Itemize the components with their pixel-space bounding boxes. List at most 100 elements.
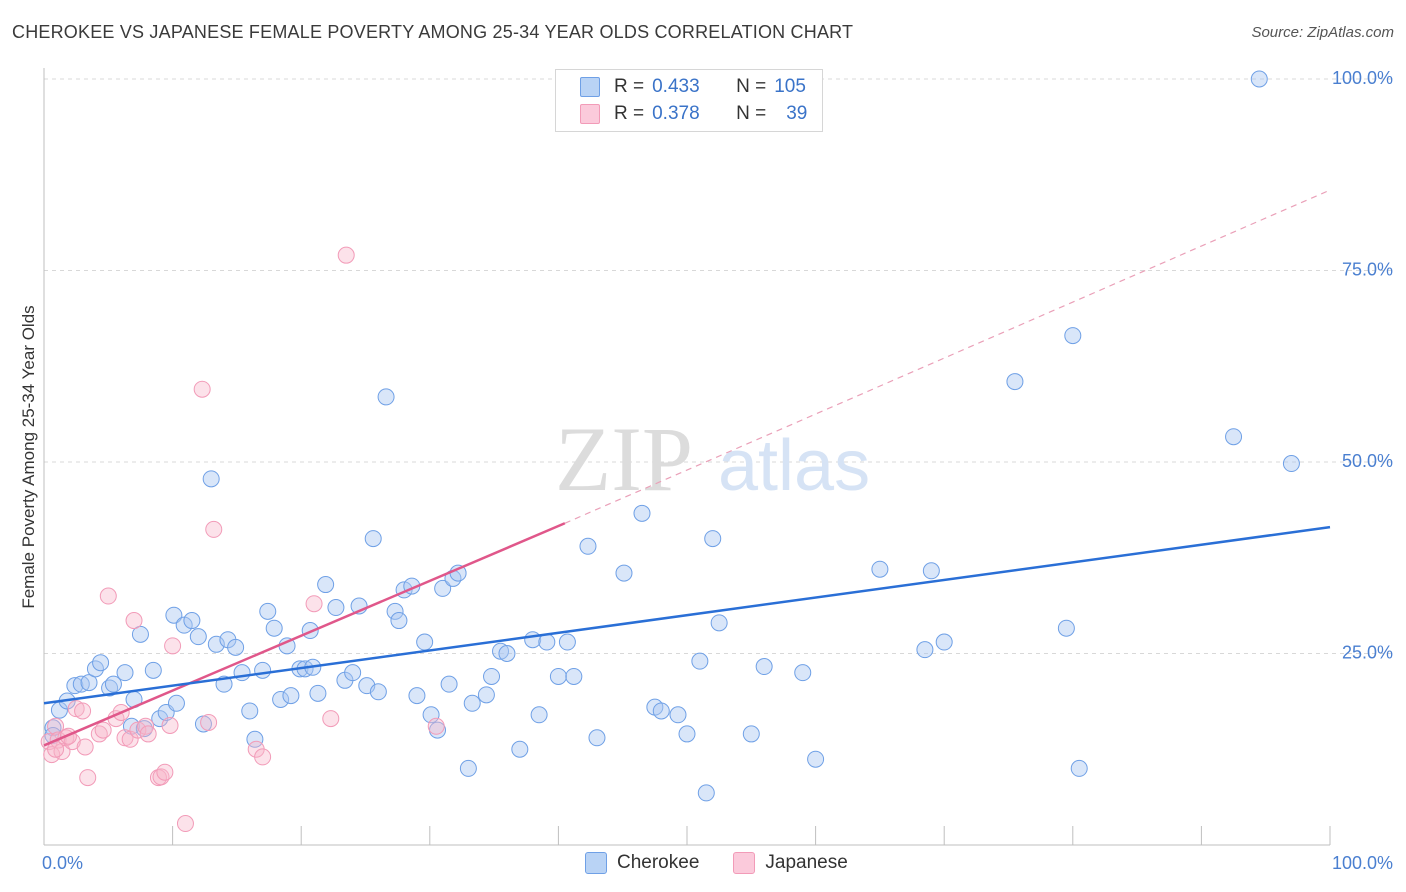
bottom-legend-label-japanese: Japanese — [765, 852, 848, 873]
cherokee-point — [227, 638, 245, 656]
japanese-point — [205, 520, 223, 538]
legend-r-value: 0.433 — [652, 76, 700, 97]
cherokee-point — [1064, 327, 1082, 345]
japanese-trend-line — [43, 522, 566, 747]
cherokee-point — [241, 702, 259, 720]
cherokee-point — [794, 664, 812, 682]
japanese-point — [129, 721, 147, 739]
cherokee-point — [167, 694, 185, 712]
cherokee-point — [1282, 455, 1300, 473]
cherokee-point — [652, 702, 670, 720]
bottom-legend-swatch-japanese — [733, 852, 756, 874]
japanese-point — [156, 763, 174, 781]
legend-swatch-japanese — [580, 104, 600, 124]
cherokee-point — [1070, 759, 1088, 777]
cherokee-point — [691, 652, 709, 670]
japanese-point — [193, 380, 211, 398]
japanese-point — [176, 815, 194, 833]
cherokee-point — [144, 661, 162, 679]
trend-lines — [43, 189, 1331, 747]
cherokee-point — [309, 684, 327, 702]
cherokee-point — [558, 633, 576, 651]
legend: R = 0.433 N = 105 R = 0.378 N = 39 — [555, 69, 823, 132]
cherokee-point — [463, 694, 481, 712]
y-tick-label: 25.0% — [1342, 643, 1393, 663]
japanese-point — [305, 595, 323, 613]
cherokee-point — [434, 579, 452, 597]
legend-row-japanese: R = 0.378 N = 39 — [556, 101, 807, 127]
cherokee-point — [697, 784, 715, 802]
cherokee-point — [390, 612, 408, 630]
cherokee-point — [265, 619, 283, 637]
bottom-legend-label-cherokee: Cherokee — [617, 852, 700, 873]
japanese-point — [94, 721, 112, 739]
x-tick-label: 100.0% — [1332, 853, 1393, 873]
cherokee-point — [282, 687, 300, 705]
japanese-point — [74, 702, 92, 720]
cherokee-point — [327, 599, 345, 617]
legend-n-label: N = — [736, 76, 767, 97]
japanese-point — [337, 246, 355, 264]
y-tick-label: 100.0% — [1332, 68, 1393, 88]
legend-n-value: 39 — [786, 103, 808, 124]
cherokee-point — [151, 710, 169, 728]
cherokee-point — [549, 667, 567, 685]
legend-n-label: N = — [736, 103, 767, 124]
cherokee-point — [116, 664, 134, 682]
watermark-zip: ZIP — [555, 408, 693, 510]
cherokee-point — [477, 686, 495, 704]
cherokee-point — [710, 614, 728, 632]
cherokee-point — [92, 654, 110, 672]
cherokee-point — [317, 576, 335, 594]
cherokee-point — [1057, 619, 1075, 637]
japanese-point — [99, 587, 117, 605]
cherokee-point — [408, 687, 426, 705]
cherokee-point — [165, 606, 183, 624]
cherokee-point — [440, 675, 458, 693]
cherokee-point — [369, 683, 387, 701]
cherokee-point — [871, 560, 889, 578]
watermark: ZIP atlas — [555, 408, 870, 510]
y-tick-label: 50.0% — [1342, 451, 1393, 471]
bottom-legend-swatch-cherokee — [585, 852, 607, 874]
japanese-point — [322, 710, 340, 728]
cherokee-point — [492, 642, 510, 660]
cherokee-trend-line — [43, 525, 1331, 705]
cherokee-point — [678, 725, 696, 743]
cherokee-point — [377, 388, 395, 406]
cherokee-point — [579, 537, 597, 555]
cherokee-point — [916, 641, 934, 659]
cherokee-point — [524, 631, 542, 649]
cherokee-point — [104, 675, 122, 693]
cherokee-point — [259, 602, 277, 620]
cherokee-point — [530, 706, 548, 724]
cherokee-point — [272, 690, 290, 708]
legend-r-label: R = — [614, 103, 645, 124]
chart-source: Source: ZipAtlas.com — [1251, 24, 1394, 41]
cherokee-point — [254, 661, 272, 679]
cherokee-point — [511, 740, 529, 758]
watermark-atlas: atlas — [718, 426, 870, 506]
cherokee-point — [233, 664, 251, 682]
japanese-point — [200, 713, 218, 731]
cherokee-point — [633, 504, 651, 522]
legend-swatch-cherokee — [580, 77, 600, 97]
bottom-legend: Cherokee Japanese — [585, 852, 882, 874]
cherokee-point — [183, 612, 201, 630]
cherokee-point — [416, 633, 434, 651]
series-japanese-points — [40, 246, 445, 833]
cherokee-point — [344, 664, 362, 682]
grid — [44, 78, 1392, 654]
cherokee-point — [189, 628, 207, 646]
japanese-point — [427, 717, 445, 735]
japanese-trend-extension — [564, 189, 1331, 524]
y-axis-label: Female Poverty Among 25-34 Year Olds — [19, 305, 38, 608]
japanese-point — [47, 717, 65, 735]
cherokee-point — [565, 667, 583, 685]
cherokee-point — [935, 633, 953, 651]
cherokee-point — [202, 470, 220, 488]
x-tick-label: 0.0% — [42, 853, 83, 873]
japanese-point — [67, 700, 85, 718]
japanese-point — [125, 612, 143, 630]
cherokee-point — [588, 729, 606, 747]
